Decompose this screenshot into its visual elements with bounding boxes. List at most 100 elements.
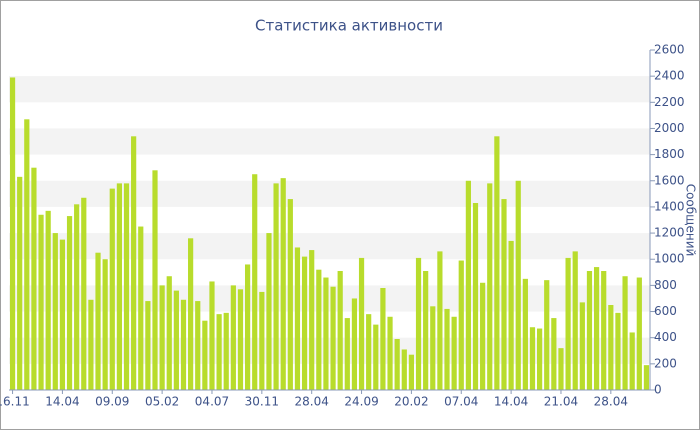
y-tick-label: 1000 [654,252,685,266]
bar [323,277,329,390]
x-tick-label: 30.11 [245,395,279,409]
y-tick-label: 1200 [654,226,685,240]
bar [451,316,457,390]
y-tick-label: 2400 [654,69,685,83]
x-tick-label: 28.04 [594,395,628,409]
bar [123,183,130,390]
y-tick-label: 1600 [654,173,685,187]
bar [537,328,543,390]
bar [601,271,607,390]
bar [501,199,507,390]
bar [52,233,58,390]
x-tick-label: 28.04 [295,395,329,409]
bar [195,301,201,390]
bar [572,251,578,390]
bar [244,264,251,390]
bar [24,119,30,391]
bar [643,365,650,390]
bar [608,305,614,390]
x-tick-label: 14.04 [45,395,79,409]
bar [280,178,286,390]
bar [508,240,514,390]
bar [294,247,301,390]
bar [45,210,51,390]
bar [59,239,66,390]
bar [173,290,179,390]
bar [358,257,365,390]
y-axis-title: Сообщений [684,184,698,257]
bar [579,302,585,390]
bar [152,170,158,390]
y-tick-label: 600 [654,304,677,318]
bar [116,183,122,390]
x-tick-label: 09.09 [95,395,129,409]
bar [351,298,358,390]
chart-title: Статистика активности [255,17,443,35]
bar [237,289,244,390]
bar [138,226,144,390]
x-tick-label: 14.04 [494,395,528,409]
x-tick-label: 07.04 [444,395,478,409]
bar [480,282,486,390]
x-tick-label: 20.02 [394,395,428,409]
y-tick-label: 2600 [654,43,685,57]
grid-band [9,128,650,155]
bar [636,277,642,390]
bar [472,203,479,390]
bar [273,183,279,390]
x-tick-label: 04.07 [195,395,229,409]
grid-band [9,285,650,312]
bar [145,301,151,390]
bar [586,271,593,390]
bar [458,260,464,390]
bar [223,312,229,390]
bar [593,267,600,390]
x-tick-label: 24.09 [344,395,378,409]
bar [465,180,471,390]
bar [394,339,400,390]
bar [629,332,635,390]
bar [102,259,108,390]
grid-band [9,180,650,207]
bar [131,136,137,390]
bar [66,216,73,390]
bar [558,348,564,390]
x-tick-label: 16.11 [0,395,30,409]
bar [487,183,493,390]
bar [415,257,422,390]
y-tick-label: 200 [654,356,677,370]
bar [494,136,500,390]
bar [166,276,172,390]
bar [95,252,101,390]
bar [252,174,258,390]
bar [17,176,23,390]
bar [401,349,407,390]
bar [408,354,415,390]
bar [109,188,115,390]
bar [366,314,372,390]
y-tick-label: 2200 [654,95,685,109]
bar [9,77,16,390]
bar [38,214,44,390]
bar [337,271,343,390]
y-tick-label: 800 [654,278,677,292]
bar [188,238,194,390]
grid-band [9,76,650,103]
bar [380,288,386,390]
bar [615,312,621,390]
bar [444,308,450,390]
bar [522,278,528,390]
bar [159,285,165,390]
bar [529,327,536,390]
bar [565,257,571,390]
y-tick-label: 1400 [654,199,685,213]
bar [301,256,308,390]
x-tick-label: 21.04 [544,395,578,409]
bar [266,233,272,390]
bar [387,316,393,390]
bar [259,291,265,390]
grid-band [9,337,650,364]
y-tick-label: 0 [654,383,662,397]
bar [373,324,379,390]
